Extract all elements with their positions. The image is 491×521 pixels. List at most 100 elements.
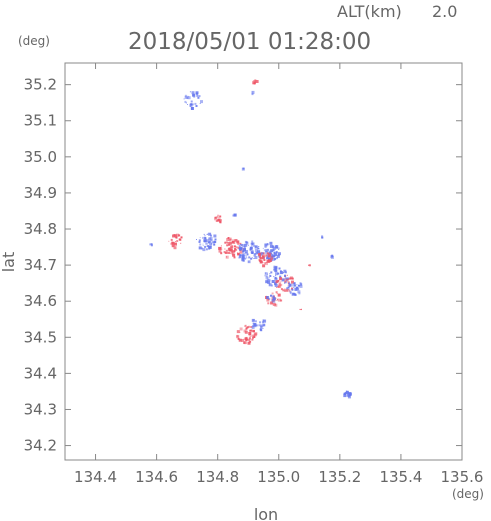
echo-point [174, 242, 177, 246]
echo-point [287, 284, 289, 286]
echo-point [268, 279, 271, 282]
echo-point [193, 95, 196, 98]
echo-point [187, 96, 191, 100]
axis-ticks: 134.4 134.6 134.8 135.0 135.2 135.4 135.6 34.2 3… [24, 63, 483, 486]
echo-point [264, 246, 266, 248]
echo-point [298, 292, 301, 295]
echo-point [246, 326, 249, 329]
echo-point [260, 251, 262, 253]
echo-point [283, 290, 286, 292]
echo-point [346, 395, 348, 397]
echo-point [283, 272, 285, 274]
echo-point [264, 243, 268, 247]
echo-point [267, 302, 270, 305]
x-axis-label: lon [254, 505, 278, 521]
y-tick-label: 34.6 [24, 292, 57, 310]
echo-point [208, 247, 211, 250]
echo-point [255, 324, 258, 327]
echo-point [260, 261, 263, 264]
echo-point [195, 105, 198, 107]
echo-point [291, 287, 293, 288]
echo-point [261, 321, 264, 324]
echo-point [251, 244, 253, 246]
echo-point [253, 80, 255, 81]
echo-point [277, 279, 280, 282]
echo-point [180, 242, 182, 244]
echo-point [205, 242, 208, 245]
echo-point [241, 258, 245, 262]
echo-point [202, 248, 206, 252]
echo-point [218, 217, 220, 218]
echo-point [282, 289, 285, 292]
echo-point [241, 255, 245, 259]
echo-point [190, 100, 193, 103]
echo-point [272, 257, 276, 261]
echo-point [294, 293, 297, 296]
echo-point [273, 252, 276, 254]
echo-point [265, 249, 269, 252]
echo-point [255, 255, 257, 257]
x-tick-label: 135.0 [257, 468, 300, 486]
echo-point [278, 284, 282, 288]
echo-point [269, 273, 271, 275]
echo-point [236, 335, 240, 339]
echo-point [241, 167, 245, 171]
echo-point [292, 283, 296, 287]
echo-point [345, 390, 349, 394]
echo-point [213, 243, 216, 246]
y-tick-label: 35.2 [24, 76, 57, 94]
echo-point [255, 80, 259, 83]
echo-point [272, 245, 275, 248]
echo-point [258, 254, 260, 256]
echo-point [300, 309, 302, 311]
echo-point [296, 284, 298, 286]
echo-point [271, 280, 275, 283]
echo-point [297, 284, 300, 287]
altitude-value: 2.0 [432, 2, 457, 21]
echo-point [251, 242, 254, 245]
echo-point [232, 214, 235, 217]
echo-point [242, 249, 244, 251]
echo-point [248, 325, 251, 328]
echo-point [196, 92, 198, 95]
echo-point [248, 334, 250, 336]
echo-point [176, 240, 179, 242]
echo-point [287, 286, 290, 289]
echo-point [254, 320, 257, 323]
echo-point [241, 253, 244, 256]
echo-point [266, 252, 269, 255]
echo-point [172, 244, 175, 247]
echo-point [286, 289, 289, 292]
y-tick-label: 35.0 [24, 148, 57, 166]
echo-point [220, 219, 222, 221]
echo-point [205, 239, 209, 243]
echo-point [267, 273, 268, 275]
echo-point [287, 281, 290, 284]
echo-point [247, 244, 249, 246]
echo-point [247, 260, 251, 264]
echo-point [267, 254, 271, 258]
echo-point [243, 248, 246, 251]
echo-point [347, 391, 349, 393]
echo-point [296, 287, 300, 291]
echo-point [218, 249, 222, 253]
echo-point [277, 285, 280, 288]
echo-point [198, 246, 202, 250]
echo-point [279, 277, 283, 281]
echo-point [219, 219, 222, 222]
echo-point [273, 255, 276, 258]
echo-point [252, 81, 256, 85]
echo-point [237, 246, 240, 249]
echo-point [200, 247, 203, 250]
echo-point [291, 288, 294, 291]
echo-point [220, 245, 222, 247]
echo-point [202, 243, 204, 245]
echo-point [250, 329, 253, 332]
echo-point [248, 332, 252, 335]
echo-point [240, 243, 242, 245]
echo-point [257, 247, 260, 250]
echo-point [198, 241, 201, 243]
echo-point [174, 234, 177, 237]
echo-point [203, 233, 205, 235]
y-tick-label: 34.5 [24, 328, 57, 346]
